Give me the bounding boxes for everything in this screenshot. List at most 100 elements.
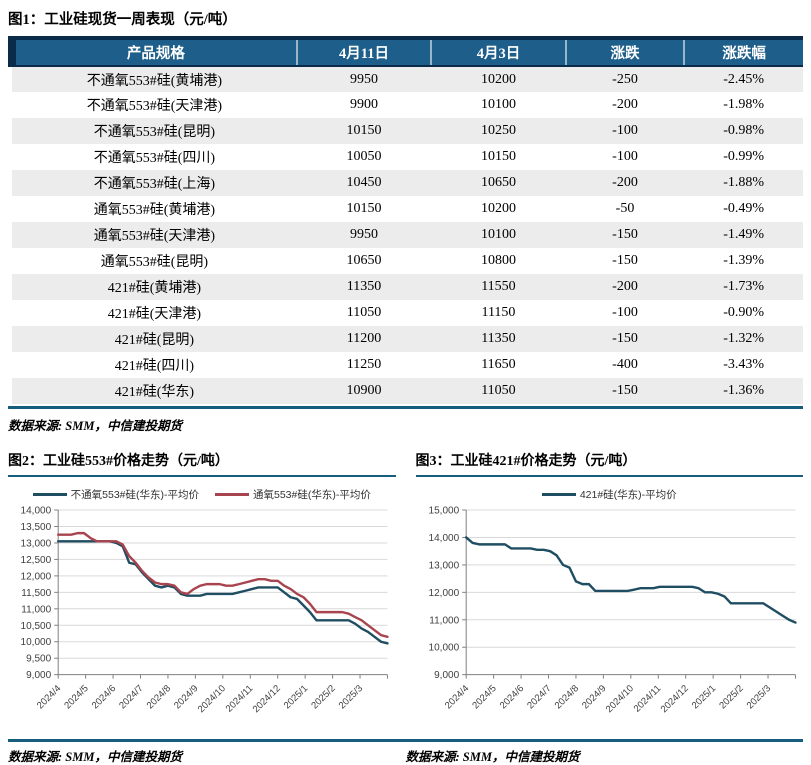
price-apr11-cell: 9950 bbox=[349, 227, 378, 242]
fig2-source: 数据来源: SMM，中信建投期货 bbox=[8, 749, 182, 764]
price-apr3-cell: 10800 bbox=[480, 253, 516, 268]
y-tick-label: 13,000 bbox=[21, 538, 52, 549]
product-cell: 通氧553#硅(昆明) bbox=[100, 255, 209, 270]
product-cell: 通氧553#硅(黄埔港) bbox=[93, 203, 216, 218]
y-tick-label: 13,500 bbox=[21, 522, 52, 533]
price-apr11-cell: 10900 bbox=[346, 383, 382, 398]
legend-label: 通氧553#硅(华东)-平均价 bbox=[253, 489, 371, 501]
change-cell: -200 bbox=[612, 175, 638, 190]
table-row: 421#硅(昆明) 11200 11350 -150 -1.32% bbox=[12, 326, 803, 352]
series-line-0 bbox=[464, 536, 797, 624]
x-tick-label: 2024/12 bbox=[251, 683, 283, 715]
product-cell: 不通氧553#硅(上海) bbox=[93, 177, 216, 192]
change-pct-cell: -0.49% bbox=[723, 201, 765, 216]
legend-item: 不通氧553#硅(华东)-平均价 bbox=[32, 487, 199, 502]
change-pct-cell: -3.43% bbox=[723, 357, 765, 372]
price-apr11-cell: 9950 bbox=[349, 71, 378, 87]
y-tick-label: 9,000 bbox=[434, 670, 459, 681]
series-line-1 bbox=[56, 531, 389, 639]
price-apr3-cell: 10150 bbox=[480, 149, 516, 164]
y-tick-label: 10,000 bbox=[428, 643, 459, 654]
change-cell: -100 bbox=[612, 149, 638, 164]
product-cell: 421#硅(天津港) bbox=[107, 307, 202, 322]
fig2-legend: 不通氧553#硅(华东)-平均价 通氧553#硅(华东)-平均价 bbox=[8, 487, 396, 502]
price-table: 产品规格 4月11日 4月3日 涨跌 涨跌幅 不通氧553#硅(黄埔港) 9950… bbox=[8, 36, 803, 404]
change-cell: -150 bbox=[612, 383, 638, 398]
table-row: 421#硅(四川) 11250 11650 -400 -3.43% bbox=[12, 352, 803, 378]
legend-label: 421#硅(华东)-平均价 bbox=[579, 489, 677, 501]
x-tick-label: 2025/1 bbox=[282, 683, 310, 711]
fig3-panel: 图3：工业硅421#价格走势（元/吨） 421#硅(华东)-平均价 9,000 1… bbox=[415, 450, 804, 735]
x-tick-label: 2025/2 bbox=[309, 683, 337, 711]
fig3-legend: 421#硅(华东)-平均价 bbox=[416, 487, 804, 502]
change-pct-cell: -1.36% bbox=[723, 383, 765, 398]
price-apr11-cell: 10150 bbox=[346, 123, 382, 138]
y-tick-label: 14,000 bbox=[21, 506, 52, 517]
change-cell: -100 bbox=[612, 305, 638, 320]
y-tick-label: 11,000 bbox=[429, 615, 459, 626]
col-header-change-pct: 涨跌幅 bbox=[683, 36, 803, 67]
x-tick-label: 2024/6 bbox=[90, 683, 118, 711]
change-cell: -100 bbox=[612, 123, 638, 138]
change-pct-cell: -1.49% bbox=[723, 227, 765, 242]
change-pct-cell: -1.39% bbox=[723, 253, 765, 268]
col-header-change: 涨跌 bbox=[564, 36, 685, 67]
fig3-chart: 9,000 10,000 11,000 12,000 13,000 14,000 15,00… bbox=[428, 506, 797, 715]
change-pct-cell: -0.90% bbox=[723, 305, 765, 320]
price-apr3-cell: 11550 bbox=[481, 279, 516, 294]
y-tick-label: 9,500 bbox=[26, 654, 51, 665]
fig3-source: 数据来源: SMM，中信建投期货 bbox=[405, 749, 580, 764]
table-row: 421#硅(华东) 10900 11050 -150 -1.36% bbox=[12, 378, 803, 404]
table-row: 不通氧553#硅(黄埔港) 9950 10200 -250 -2.45% bbox=[12, 66, 803, 92]
fig2-chart: 9,000 9,500 10,000 10,500 11,000 11,500 12,000… bbox=[21, 506, 389, 715]
price-apr11-cell: 10450 bbox=[346, 175, 382, 190]
x-tick-label: 2025/1 bbox=[689, 683, 717, 711]
y-tick-label: 11,000 bbox=[21, 604, 51, 615]
charts-bottom-rule: 数据来源: SMM，中信建投期货 数据来源: SMM，中信建投期货 bbox=[8, 738, 803, 765]
x-tick-label: 2024/11 bbox=[631, 683, 663, 715]
table-row: 不通氧553#硅(四川) 10050 10150 -100 -0.99% bbox=[12, 144, 803, 170]
price-apr11-cell: 11050 bbox=[346, 305, 382, 320]
y-tick-label: 11,500 bbox=[21, 588, 51, 599]
legend-item: 421#硅(华东)-平均价 bbox=[541, 487, 677, 502]
table-row: 通氧553#硅(天津港) 9950 10100 -150 -1.49% bbox=[12, 222, 803, 248]
fig3-title: 图3：工业硅421#价格走势（元/吨） bbox=[415, 450, 803, 477]
legend-label: 不通氧553#硅(华东)-平均价 bbox=[70, 489, 199, 501]
change-cell: -150 bbox=[612, 331, 638, 346]
price-apr11-cell: 11350 bbox=[346, 279, 382, 294]
x-tick-label: 2024/7 bbox=[525, 683, 553, 711]
x-tick-label: 2024/10 bbox=[603, 683, 635, 715]
price-apr3-cell: 11150 bbox=[481, 305, 516, 320]
legend-item: 通氧553#硅(华东)-平均价 bbox=[215, 487, 371, 502]
fig2-panel: 图2：工业硅553#价格走势（元/吨） 不通氧553#硅(华东)-平均价 通氧55… bbox=[8, 450, 396, 735]
price-apr3-cell: 11650 bbox=[481, 357, 516, 372]
table-row: 不通氧553#硅(上海) 10450 10650 -200 -1.88% bbox=[12, 170, 803, 196]
legend-swatch bbox=[215, 493, 249, 496]
change-pct-cell: -1.88% bbox=[723, 175, 765, 190]
legend-swatch bbox=[541, 493, 576, 496]
change-pct-cell: -1.73% bbox=[723, 279, 765, 294]
table-row: 421#硅(天津港) 11050 11150 -100 -0.90% bbox=[12, 300, 803, 326]
product-cell: 不通氧553#硅(黄埔港) bbox=[86, 73, 223, 89]
price-apr11-cell: 11250 bbox=[346, 357, 382, 372]
y-tick-label: 13,000 bbox=[428, 560, 459, 571]
x-tick-label: 2024/10 bbox=[196, 683, 228, 715]
price-apr11-cell: 10050 bbox=[346, 149, 382, 164]
price-apr3-cell: 10200 bbox=[480, 201, 516, 216]
table-row: 421#硅(黄埔港) 11350 11550 -200 -1.73% bbox=[12, 274, 803, 300]
y-tick-label: 12,500 bbox=[21, 555, 52, 566]
change-pct-cell: -2.45% bbox=[723, 71, 765, 87]
price-apr11-cell: 9900 bbox=[349, 97, 378, 112]
x-tick-label: 2024/7 bbox=[117, 683, 145, 711]
price-apr3-cell: 10200 bbox=[480, 71, 516, 87]
product-cell: 421#硅(昆明) bbox=[114, 333, 195, 348]
change-pct-cell: -0.99% bbox=[723, 149, 765, 164]
y-tick-label: 10,500 bbox=[21, 621, 52, 632]
y-tick-label: 14,000 bbox=[428, 533, 459, 544]
table-row: 通氧553#硅(昆明) 10650 10800 -150 -1.39% bbox=[12, 248, 803, 274]
fig2-title: 图2：工业硅553#价格走势（元/吨） bbox=[8, 450, 396, 477]
x-tick-label: 2024/4 bbox=[35, 683, 64, 712]
table-row: 不通氧553#硅(天津港) 9900 10100 -200 -1.98% bbox=[12, 92, 803, 118]
y-tick-label: 12,000 bbox=[428, 588, 459, 599]
